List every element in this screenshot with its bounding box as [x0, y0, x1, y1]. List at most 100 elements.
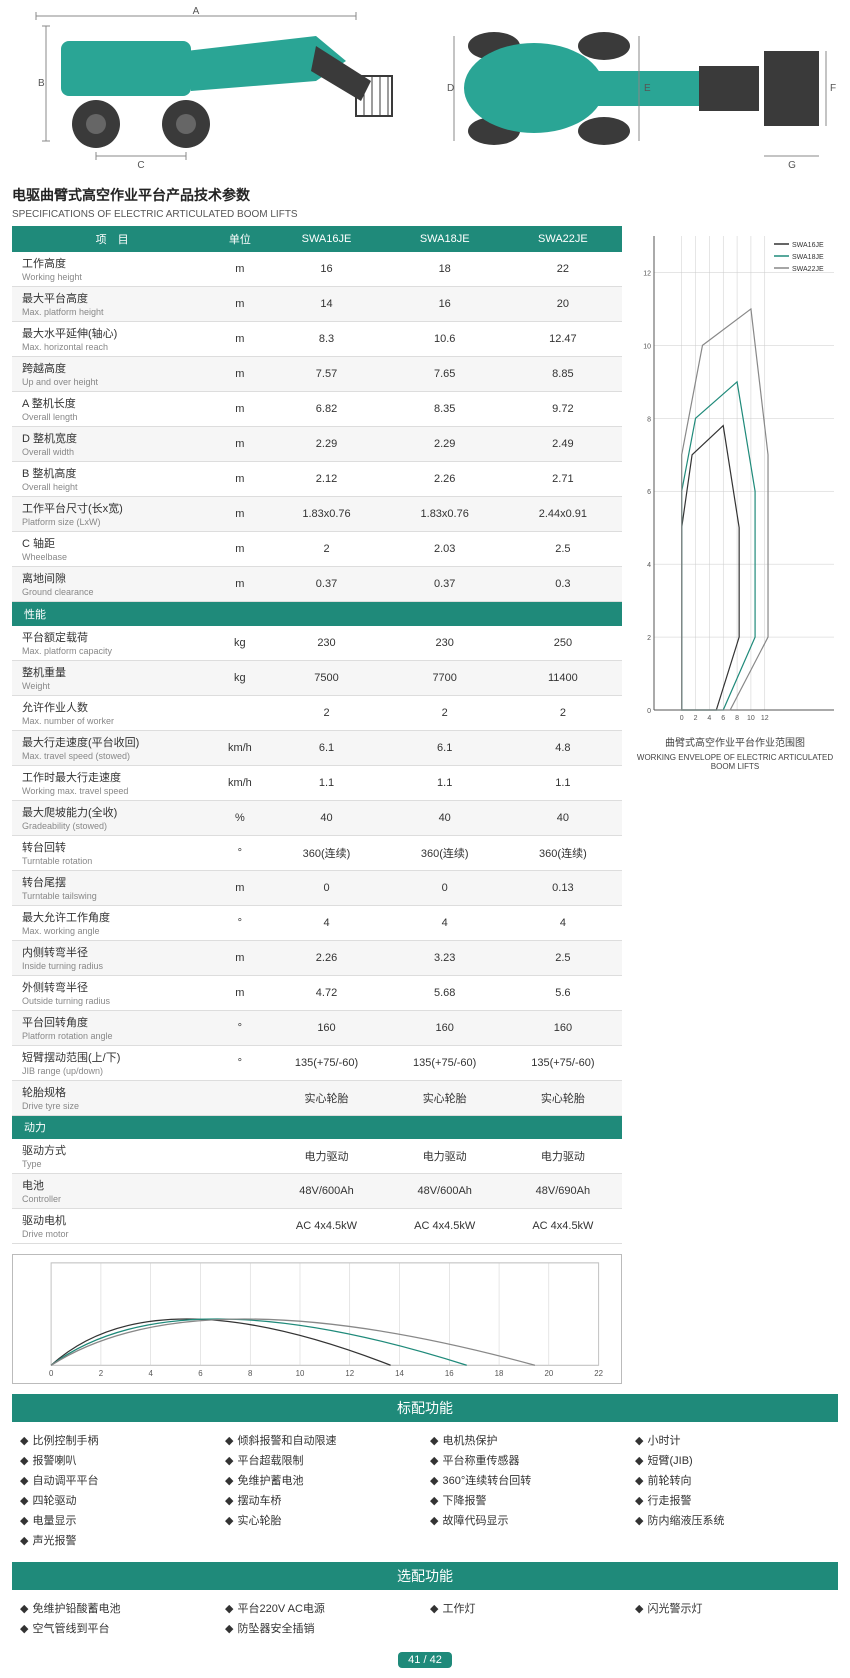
spec-row: 转台回转Turntable rotation°360(连续)360(连续)360… — [12, 835, 622, 870]
svg-text:8: 8 — [248, 1369, 253, 1378]
svg-text:20: 20 — [544, 1369, 553, 1378]
spec-unit: m — [212, 462, 267, 497]
svg-text:SWA22JE: SWA22JE — [792, 266, 824, 273]
feature-item: ◆平台220V AC电源 — [225, 1600, 420, 1616]
spec-value: 40 — [504, 800, 622, 835]
spec-label: 平台回转角度Platform rotation angle — [12, 1010, 212, 1045]
spec-value: 160 — [386, 1010, 504, 1045]
feature-item: ◆四轮驱动 — [20, 1492, 215, 1508]
spec-unit: m — [212, 357, 267, 392]
spec-label: 工作时最大行走速度Working max. travel speed — [12, 765, 212, 800]
header-project: 项 目 — [12, 226, 212, 252]
spec-label: 驱动方式Type — [12, 1139, 212, 1174]
spec-value: 9.72 — [504, 392, 622, 427]
spec-value: 11400 — [504, 660, 622, 695]
svg-text:2: 2 — [99, 1369, 103, 1378]
spec-value: 4 — [504, 905, 622, 940]
section-row: 性能 — [12, 602, 622, 626]
feature-item: ◆防内缩液压系统 — [635, 1512, 830, 1528]
spec-label: 内侧转弯半径Inside turning radius — [12, 940, 212, 975]
spec-value: AC 4x4.5kW — [504, 1209, 622, 1244]
spec-value: 230 — [386, 626, 504, 661]
spec-row: 工作时最大行走速度Working max. travel speedkm/h1.… — [12, 765, 622, 800]
spec-value: 14 — [267, 287, 385, 322]
spec-value: 160 — [267, 1010, 385, 1045]
spec-unit: km/h — [212, 765, 267, 800]
feature-item: ◆闪光警示灯 — [635, 1600, 830, 1616]
spec-value: 2.29 — [386, 427, 504, 462]
features-std-title: 标配功能 — [12, 1394, 838, 1422]
svg-text:6: 6 — [647, 489, 651, 496]
spec-value: 1.1 — [267, 765, 385, 800]
spec-row: 最大爬坡能力(全收)Gradeability (stowed)%404040 — [12, 800, 622, 835]
spec-unit — [212, 1174, 267, 1209]
feature-item: ◆短臂(JIB) — [635, 1452, 830, 1468]
svg-text:14: 14 — [395, 1369, 404, 1378]
feature-item: ◆工作灯 — [430, 1600, 625, 1616]
spec-value: 1.1 — [386, 765, 504, 800]
spec-label: 短臂摆动范围(上/下)JIB range (up/down) — [12, 1045, 212, 1080]
spec-label: B 整机高度Overall height — [12, 462, 212, 497]
spec-value: 2.5 — [504, 940, 622, 975]
feature-item: ◆平台超载限制 — [225, 1452, 420, 1468]
feature-item: ◆报警喇叭 — [20, 1452, 215, 1468]
spec-unit: m — [212, 322, 267, 357]
header-unit: 单位 — [212, 226, 267, 252]
svg-text:22: 22 — [594, 1369, 603, 1378]
spec-value: 2 — [504, 695, 622, 730]
svg-text:F: F — [830, 83, 836, 94]
spec-label: 转台回转Turntable rotation — [12, 835, 212, 870]
spec-value: 4 — [386, 905, 504, 940]
spec-row: 电池Controller48V/600Ah48V/600Ah48V/690Ah — [12, 1174, 622, 1209]
spec-unit: kg — [212, 660, 267, 695]
spec-label: 最大爬坡能力(全收)Gradeability (stowed) — [12, 800, 212, 835]
spec-value: 160 — [504, 1010, 622, 1045]
feature-item: ◆空气管线到平台 — [20, 1620, 215, 1636]
svg-text:SWA18JE: SWA18JE — [792, 254, 824, 261]
svg-text:SWA16JE: SWA16JE — [792, 242, 824, 249]
svg-text:B: B — [38, 78, 45, 89]
spec-unit: % — [212, 800, 267, 835]
spec-row: 工作高度Working heightm161822 — [12, 252, 622, 287]
spec-row: B 整机高度Overall heightm2.122.262.71 — [12, 462, 622, 497]
feature-item: ◆免维护蓄电池 — [225, 1472, 420, 1488]
spec-value: 0.37 — [267, 567, 385, 602]
spec-value: 1.1 — [504, 765, 622, 800]
spec-row: 驱动方式Type电力驱动电力驱动电力驱动 — [12, 1139, 622, 1174]
svg-text:C: C — [137, 160, 144, 171]
spec-row: 驱动电机Drive motorAC 4x4.5kWAC 4x4.5kWAC 4x… — [12, 1209, 622, 1244]
svg-text:2: 2 — [694, 715, 698, 722]
spec-row: D 整机宽度Overall widthm2.292.292.49 — [12, 427, 622, 462]
range-chart-caption-en: WORKING ENVELOPE OF ELECTRIC ARTICULATED… — [630, 753, 840, 771]
spec-row: 最大允许工作角度Max. working angle°444 — [12, 905, 622, 940]
spec-value: 135(+75/-60) — [386, 1045, 504, 1080]
spec-value: 2.71 — [504, 462, 622, 497]
spec-label: A 整机长度Overall length — [12, 392, 212, 427]
spec-unit — [212, 1080, 267, 1115]
feature-item: ◆实心轮胎 — [225, 1512, 420, 1528]
page-title-cn: 电驱曲臂式高空作业平台产品技术参数 — [0, 179, 850, 209]
spec-unit: m — [212, 940, 267, 975]
spec-label: 平台额定载荷Max. platform capacity — [12, 626, 212, 661]
spec-value: 电力驱动 — [504, 1139, 622, 1174]
svg-text:18: 18 — [495, 1369, 504, 1378]
page-title-en: SPECIFICATIONS OF ELECTRIC ARTICULATED B… — [0, 209, 850, 226]
spec-unit: ° — [212, 905, 267, 940]
spec-label: 最大平台高度Max. platform height — [12, 287, 212, 322]
svg-text:G: G — [788, 160, 796, 171]
spec-value: 2.26 — [267, 940, 385, 975]
svg-text:A: A — [193, 6, 200, 17]
spec-value: 0.3 — [504, 567, 622, 602]
feature-item: ◆平台称重传感器 — [430, 1452, 625, 1468]
side-view-diagram: A B C — [12, 6, 410, 171]
svg-text:6: 6 — [721, 715, 725, 722]
spec-value: 135(+75/-60) — [267, 1045, 385, 1080]
spec-value: 135(+75/-60) — [504, 1045, 622, 1080]
spec-value: 0.37 — [386, 567, 504, 602]
spec-row: 平台回转角度Platform rotation angle°160160160 — [12, 1010, 622, 1045]
spec-value: 7.65 — [386, 357, 504, 392]
spec-value: 4.8 — [504, 730, 622, 765]
spec-row: 最大平台高度Max. platform heightm141620 — [12, 287, 622, 322]
header-model-3: SWA22JE — [504, 226, 622, 252]
spec-unit: m — [212, 392, 267, 427]
